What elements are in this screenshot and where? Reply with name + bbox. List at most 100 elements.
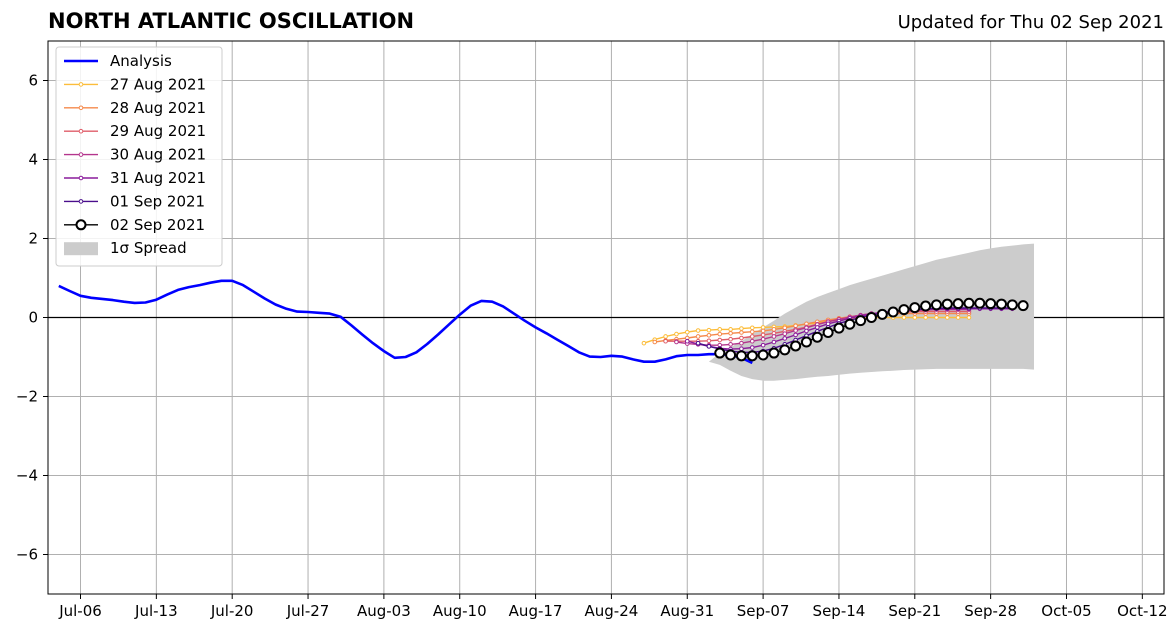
legend-swatch-marker [78, 152, 84, 157]
x-tick-label: Sep-21 [888, 602, 941, 620]
forecast-point [901, 315, 907, 320]
current-forecast-point [779, 344, 791, 356]
y-tick-label: −2 [16, 388, 38, 406]
forecast-point [641, 340, 647, 346]
x-tick-label: Sep-14 [813, 602, 866, 620]
current-forecast-point [876, 308, 888, 320]
forecast-point [771, 339, 777, 345]
forecast-point [945, 315, 950, 320]
current-forecast-point [898, 304, 910, 316]
x-tick-label: Jul-13 [134, 602, 178, 620]
y-tick-label: 4 [28, 151, 38, 169]
forecast-point [728, 327, 733, 332]
forecast-point [760, 332, 766, 338]
forecast-point [717, 327, 723, 332]
forecast-point [706, 338, 712, 344]
y-tick-label: 2 [28, 230, 38, 248]
forecast-point [674, 339, 679, 345]
forecast-point [695, 334, 701, 339]
forecast-point [760, 328, 766, 334]
y-tick-label: −6 [16, 546, 38, 564]
current-forecast-point [714, 347, 726, 359]
current-forecast-point [1017, 300, 1029, 312]
forecast-point [955, 315, 961, 320]
x-tick-label: Oct-12 [1117, 602, 1167, 620]
forecast-point [706, 327, 712, 333]
current-forecast-point [941, 298, 953, 310]
forecast-point [782, 331, 788, 336]
legend-swatch-marker [78, 128, 84, 134]
x-tick-label: Aug-24 [585, 602, 639, 620]
current-forecast-point [963, 297, 975, 309]
current-forecast-point [768, 347, 780, 359]
forecast-point [934, 315, 939, 320]
legend-label: 1σ Spread [110, 239, 187, 257]
legend-label: 02 Sep 2021 [110, 216, 205, 234]
forecast-point [728, 342, 733, 347]
legend-swatch-marker [78, 82, 84, 87]
current-forecast-point [746, 350, 758, 362]
forecast-point [771, 334, 777, 339]
forecast-point [663, 338, 668, 344]
forecast-point [760, 336, 766, 342]
forecast-point [966, 315, 972, 320]
y-tick-label: 0 [28, 309, 38, 327]
legend-swatch-marker [78, 199, 84, 204]
x-tick-label: Jul-27 [286, 602, 330, 620]
forecast-point [684, 338, 690, 344]
x-tick-label: Aug-10 [433, 602, 487, 620]
current-forecast-point [811, 331, 823, 343]
forecast-point [652, 339, 658, 345]
forecast-line-3 [676, 308, 969, 346]
current-forecast-point [865, 312, 877, 323]
forecast-point [663, 334, 668, 339]
x-tick-label: Aug-03 [357, 602, 411, 620]
x-tick-label: Jul-20 [210, 602, 254, 620]
chart-subtitle: Updated for Thu 02 Sep 2021 [897, 12, 1164, 33]
forecast-point [749, 325, 755, 331]
current-forecast-point [855, 315, 867, 327]
forecast-point [739, 340, 744, 346]
legend-label: 27 Aug 2021 [110, 75, 206, 93]
forecast-point [760, 342, 766, 348]
x-tick-label: Sep-07 [737, 602, 790, 620]
forecast-point [749, 345, 755, 350]
legend-swatch-marker [78, 105, 84, 111]
forecast-point [728, 336, 733, 342]
current-forecast-point [844, 318, 856, 330]
forecast-point [771, 327, 777, 332]
forecast-point [717, 337, 723, 343]
current-forecast-point [757, 349, 769, 361]
current-forecast-point [952, 298, 964, 310]
legend-label: 28 Aug 2021 [110, 99, 206, 117]
forecast-point [706, 344, 712, 349]
y-tick-label: −4 [16, 467, 38, 485]
chart-title: NORTH ATLANTIC OSCILLATION [48, 9, 415, 33]
forecast-point [684, 329, 690, 335]
current-forecast-point [822, 327, 834, 339]
legend-label: 29 Aug 2021 [110, 122, 206, 140]
current-forecast-point [909, 302, 921, 314]
forecast-point [749, 334, 755, 339]
forecast-point [695, 328, 701, 333]
forecast-point [814, 325, 820, 330]
legend-box [55, 46, 223, 267]
forecast-point [717, 331, 723, 337]
forecast-point [739, 330, 744, 335]
forecast-point [793, 328, 798, 333]
current-forecast-point [833, 322, 845, 334]
forecast-point [782, 336, 788, 341]
forecast-point [793, 332, 798, 338]
legend-label: 31 Aug 2021 [110, 169, 206, 187]
legend-label: 01 Sep 2021 [110, 192, 205, 210]
legend-swatch [64, 242, 98, 256]
legend-swatch-marker [78, 175, 84, 181]
legend-swatch-marker [75, 219, 87, 231]
legend-label: 30 Aug 2021 [110, 146, 206, 164]
legend-label: Analysis [110, 52, 172, 70]
current-forecast-point [800, 336, 812, 348]
forecast-point [706, 332, 712, 338]
y-tick-label: 6 [28, 72, 38, 90]
forecast-point [923, 315, 928, 320]
